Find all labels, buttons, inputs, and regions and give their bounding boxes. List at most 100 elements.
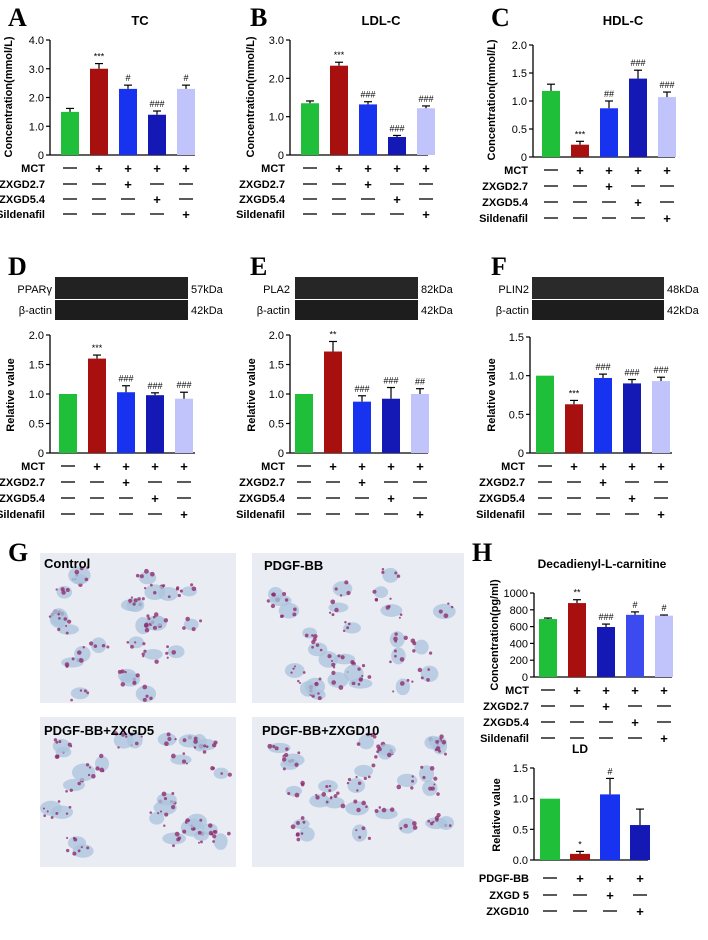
lipid-droplet <box>144 568 149 574</box>
cell-nucleus <box>382 567 399 583</box>
lipid-droplet <box>190 583 194 587</box>
panel-letter-b: B <box>250 3 267 32</box>
lipid-droplet <box>282 767 286 771</box>
significance-label: ### <box>418 94 433 104</box>
significance-label: ### <box>595 362 610 372</box>
y-tick-label: 1.5 <box>512 68 527 80</box>
treatment-plus: + <box>663 163 671 178</box>
bar <box>59 394 77 453</box>
blot-e: PLA2 β-actin 82kDa 42kDa <box>257 277 454 320</box>
y-tick-label: 0 <box>38 448 44 460</box>
lipid-droplet <box>167 595 171 599</box>
lipid-droplet <box>48 615 52 618</box>
lipid-droplet <box>411 775 414 778</box>
y-axis-label: Relative value <box>5 358 17 431</box>
cell-nucleus <box>438 816 455 830</box>
lipid-droplet <box>403 635 408 640</box>
y-tick-label: 0.5 <box>513 824 528 836</box>
significance-label: *** <box>569 388 580 398</box>
cell-nucleus <box>143 648 163 660</box>
lipid-droplet <box>99 767 105 773</box>
blot-band-row-top <box>55 277 188 299</box>
lipid-droplet <box>165 651 169 655</box>
lipid-droplet <box>101 643 106 648</box>
lipid-droplet <box>367 675 372 679</box>
lipid-droplet <box>328 784 332 788</box>
treatment-plus: + <box>151 491 159 506</box>
lipid-droplet <box>392 690 395 693</box>
cell-nucleus <box>347 778 366 794</box>
lipid-droplet <box>374 808 379 813</box>
lipid-droplet <box>284 598 289 602</box>
lipid-droplet <box>182 738 187 743</box>
lipid-droplet <box>162 584 166 588</box>
y-axis-label: Concentration(mmol/L) <box>245 36 257 157</box>
lipid-droplet <box>140 735 143 738</box>
significance-label: *** <box>94 52 105 62</box>
lipid-droplet <box>57 627 61 631</box>
lipid-droplet <box>185 616 190 622</box>
lipid-droplet <box>211 743 217 748</box>
lipid-droplet <box>330 599 336 605</box>
lipid-droplet <box>302 671 306 674</box>
treatment-label: ZXGD5.4 <box>479 493 526 505</box>
lipid-droplet <box>272 744 276 749</box>
lipid-droplet <box>266 599 271 603</box>
treatment-plus: + <box>663 211 671 226</box>
lipid-droplet <box>64 662 70 667</box>
y-tick-label: 2.0 <box>269 73 284 85</box>
bar <box>146 395 164 453</box>
lipid-droplet <box>327 654 332 659</box>
bar <box>175 398 193 453</box>
treatment-label: Sildenafil <box>479 213 528 225</box>
lipid-droplet <box>54 754 60 760</box>
lipid-droplet <box>313 634 318 639</box>
lipid-droplet <box>152 615 156 619</box>
lipid-droplet <box>43 814 46 818</box>
lipid-droplet <box>361 800 366 806</box>
lipid-droplet <box>149 811 152 814</box>
bar <box>359 104 377 155</box>
lipid-droplet <box>191 627 196 632</box>
lipid-droplet <box>356 789 359 792</box>
cell-nucleus <box>328 602 349 613</box>
treatment-label: ZXGD2.7 <box>0 477 45 489</box>
lipid-droplet <box>340 655 345 660</box>
lipid-droplet <box>428 651 433 655</box>
cell-nucleus <box>90 637 107 654</box>
treatment-plus: + <box>657 507 665 522</box>
micrograph-cells <box>40 566 456 858</box>
lipid-droplet <box>429 821 434 826</box>
lipid-droplet <box>134 641 137 644</box>
lipid-droplet <box>366 732 370 737</box>
treatment-plus: + <box>606 888 614 903</box>
lipid-droplet <box>317 696 322 701</box>
bar-chart-d: 0 0.5 1.0 1.5 2.0 Relative value *** ### ### ### M… <box>0 330 195 522</box>
lipid-droplet <box>334 607 339 613</box>
blot-d: PPARγ β-actin 57kDa 42kDa <box>17 277 224 320</box>
lipid-droplet <box>347 622 351 626</box>
bar <box>177 88 195 155</box>
y-tick-label: 2.0 <box>512 40 527 52</box>
lipid-droplet <box>159 810 163 813</box>
lipid-droplet <box>194 746 197 749</box>
bar <box>61 111 79 155</box>
lipid-droplet <box>182 752 186 755</box>
lipid-droplet <box>325 800 329 804</box>
lipid-droplet <box>294 665 297 668</box>
lipid-droplet <box>300 780 305 786</box>
lipid-droplet <box>381 807 387 813</box>
lipid-droplet <box>82 646 85 649</box>
significance-label: ## <box>415 377 425 387</box>
bar <box>353 401 371 453</box>
y-tick-label: 0 <box>521 152 527 164</box>
significance-label: ### <box>630 58 645 68</box>
significance-label: *** <box>334 50 345 60</box>
y-tick-label: 0 <box>278 150 284 162</box>
y-axis-label: Concentration(pg/ml) <box>489 579 501 691</box>
lipid-droplet <box>179 589 183 593</box>
lipid-droplet <box>63 617 68 621</box>
panel-letter-d: D <box>8 252 27 281</box>
